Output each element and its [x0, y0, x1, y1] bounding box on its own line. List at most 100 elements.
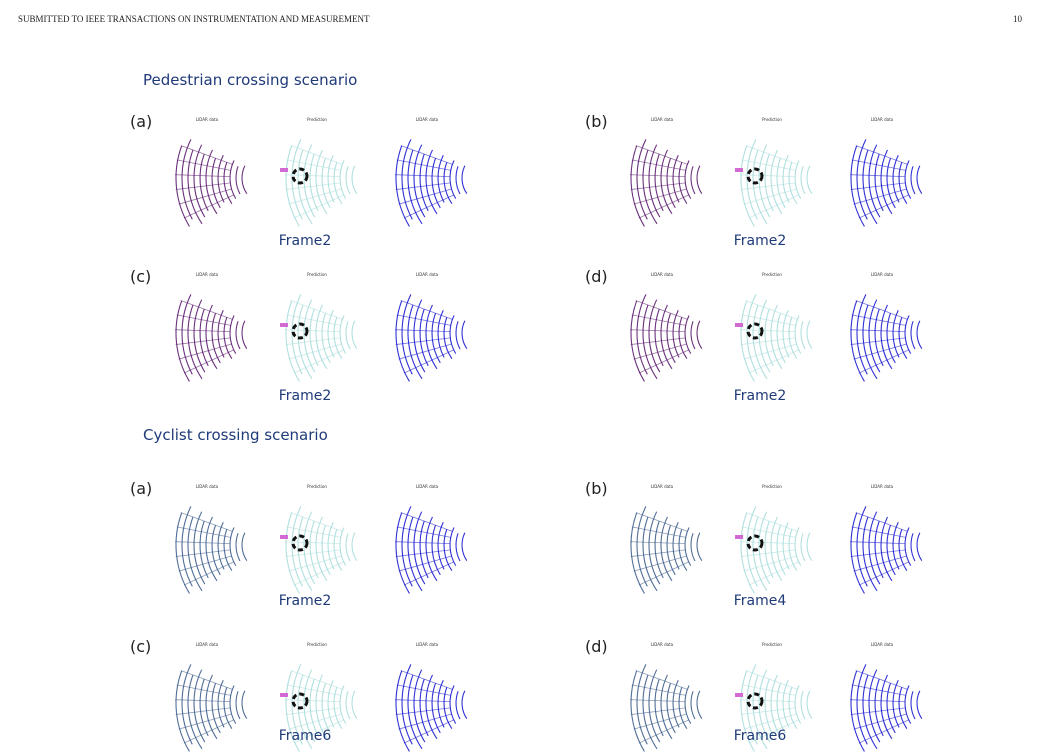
scan-ray: [745, 300, 798, 320]
scan-ring: [782, 154, 790, 203]
target-marker: [746, 322, 764, 340]
detected-object: [280, 168, 288, 172]
subplot-title: LIDAR data: [871, 484, 894, 489]
scan-ray: [398, 555, 452, 572]
scan-ring: [684, 527, 692, 566]
scan-ray: [286, 159, 341, 171]
scan-ring: [217, 154, 225, 203]
scan-ray: [293, 561, 344, 586]
scan-ring: [886, 524, 896, 576]
scan-ring: [746, 139, 758, 220]
scan-ray: [635, 670, 688, 690]
scan-ray: [395, 337, 451, 345]
scan-ring: [764, 678, 774, 737]
scan-ring: [291, 139, 303, 220]
scan-ray: [400, 145, 453, 165]
scan-ring: [431, 312, 441, 364]
subplot-title: LIDAR data: [651, 117, 674, 122]
scan-ring: [431, 682, 441, 734]
subplot-title: LIDAR data: [196, 272, 219, 277]
scan-ring: [654, 678, 664, 737]
scan-ring: [880, 516, 893, 582]
scan-ring: [746, 294, 758, 375]
subplot-title: LIDAR data: [416, 117, 439, 122]
scan-ring: [425, 516, 438, 582]
scan-ray: [176, 684, 231, 696]
scan-ring: [630, 512, 645, 594]
scan-ring: [764, 308, 774, 367]
scan-ray: [630, 699, 686, 703]
frame-label: Frame6: [279, 728, 332, 744]
subplot-title: LIDAR data: [871, 272, 894, 277]
scan-ray: [398, 343, 452, 360]
scan-ring: [455, 321, 461, 350]
subplot-title: LIDAR data: [871, 642, 894, 647]
subplot-title: LIDAR data: [196, 484, 219, 489]
scan-ring: [199, 678, 209, 737]
scan-ray: [183, 719, 234, 744]
scan-ring: [175, 145, 190, 227]
scan-ray: [638, 194, 689, 219]
scan-ring: [315, 149, 328, 215]
subplot-title: Prediction: [307, 272, 327, 277]
scan-ray: [745, 145, 798, 165]
scan-ring: [880, 149, 893, 215]
scan-ray: [858, 194, 909, 219]
scan-ring: [856, 139, 868, 220]
panel-label: (c): [130, 267, 151, 286]
scan-ring: [892, 154, 900, 203]
scan-ring: [806, 532, 813, 561]
scan-ring: [666, 524, 676, 576]
detected-object: [735, 535, 743, 539]
scan-ring: [690, 533, 696, 562]
scan-ray: [180, 300, 233, 320]
scan-ring: [217, 309, 225, 358]
scan-ring: [654, 308, 664, 367]
scan-ring: [910, 533, 916, 562]
scan-ring: [770, 674, 783, 740]
scan-ring: [880, 674, 893, 740]
scan-ring: [794, 685, 802, 724]
scan-ring: [455, 166, 461, 195]
scan-ring: [211, 157, 221, 209]
scan-ray: [175, 329, 231, 333]
scan-ring: [285, 145, 300, 227]
scan-ray: [630, 174, 686, 178]
scan-ring: [746, 664, 758, 745]
detected-object: [735, 323, 743, 327]
scan-ring: [660, 149, 673, 215]
scan-ray: [638, 719, 689, 744]
scan-ring: [904, 685, 912, 724]
scan-ring: [892, 521, 900, 570]
subplot-title: Prediction: [762, 117, 782, 122]
scan-ray: [630, 549, 686, 557]
target-marker: [291, 167, 309, 185]
scan-ring: [217, 679, 225, 728]
scan-ray: [396, 684, 451, 696]
scan-ray: [630, 337, 686, 345]
scan-ring: [241, 532, 248, 561]
scan-ring: [904, 160, 912, 199]
scan-ring: [684, 685, 692, 724]
scan-ring: [351, 690, 358, 719]
scan-ring: [690, 321, 696, 350]
scan-ray: [740, 699, 796, 703]
scan-ring: [205, 304, 218, 370]
scan-ray: [285, 329, 341, 333]
scan-ring: [321, 312, 331, 364]
scan-ray: [403, 561, 454, 586]
scan-ray: [288, 555, 342, 572]
scan-ring: [850, 145, 865, 227]
scan-ray: [403, 194, 454, 219]
scan-ray: [180, 145, 233, 165]
scan-ray: [740, 337, 796, 345]
scan-ring: [886, 682, 896, 734]
detected-object: [280, 535, 288, 539]
scan-ring: [630, 670, 645, 752]
scan-ray: [285, 549, 341, 557]
scan-ring: [181, 506, 193, 587]
scan-ring: [782, 309, 790, 358]
scan-ring: [291, 294, 303, 375]
scan-ray: [178, 555, 232, 572]
scan-ray: [395, 541, 451, 545]
